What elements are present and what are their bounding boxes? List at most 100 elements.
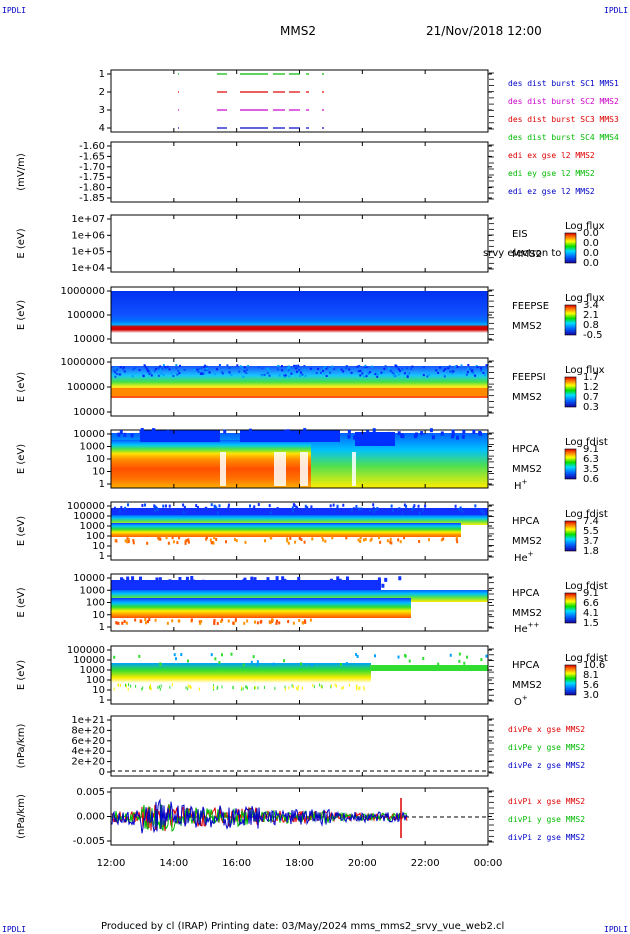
spectrum-pixel <box>277 507 280 511</box>
spectrum-pixel <box>296 686 298 690</box>
spectrum-pixel <box>348 368 351 371</box>
spectrum-pixel <box>162 364 165 367</box>
panel-4-cbar-tick: 1.2 <box>583 382 599 393</box>
spectrum-pixel <box>124 506 127 510</box>
spectrum-pixel <box>331 684 333 688</box>
panel-1-ytick-label: -1.85 <box>79 193 105 204</box>
spectrum-pixel <box>424 504 427 508</box>
spectrum-pixel <box>257 686 259 690</box>
spectrum-pixel <box>155 367 158 370</box>
spectrum-pixel <box>364 364 367 367</box>
spectrum-pixel <box>376 507 379 511</box>
spectrum-pixel <box>292 621 295 625</box>
xaxis-tick-label: 12:00 <box>97 858 126 869</box>
spectrum-pixel <box>300 662 303 666</box>
panel-7-cbar-title: Log fdist <box>565 581 608 592</box>
panel-8-ytick-label: 100000 <box>67 645 105 656</box>
spectrum-pixel <box>234 618 237 622</box>
spectrum-pixel <box>228 371 231 374</box>
spectrum-pixel <box>254 686 256 690</box>
spectrum-pixel <box>455 537 458 541</box>
spectrum-pixel <box>399 369 402 372</box>
spectrum-pixel <box>251 580 255 585</box>
spectrum-pixel <box>192 579 196 584</box>
spectrum-pixel <box>198 620 201 624</box>
spectrum-pixel <box>392 508 395 512</box>
spectrum-pixel <box>121 578 125 583</box>
spectrum-pixel <box>319 371 322 374</box>
panel-1-ytick-label: -1.65 <box>79 151 105 162</box>
panel-7-species: He++ <box>514 621 540 635</box>
spectrum-pixel <box>284 687 286 691</box>
panel-0-legend-3: des dist burst SC4 MMS4 <box>508 133 619 142</box>
panel-0-ytick-label: 3 <box>99 105 105 116</box>
spectrum-pixel <box>348 683 350 687</box>
panel-9-ytick-label: 0 <box>99 767 105 778</box>
spectrum-pixel <box>268 374 271 377</box>
spectrum-pixel <box>267 368 270 371</box>
spectrum-pixel <box>299 371 302 374</box>
spectrum-pixel <box>131 576 135 581</box>
spectrum-pixel <box>356 365 359 368</box>
panel-3-cbar-tick: 3.4 <box>583 300 599 311</box>
spectrum-pixel <box>312 683 314 687</box>
spectrum-pixel <box>127 503 130 507</box>
panel-2-cbar-title: Log flux <box>565 221 605 232</box>
spectrum-pixel <box>412 506 415 510</box>
spectrum-pixel <box>407 372 410 375</box>
spectrum-pixel <box>402 511 405 515</box>
spectrum-pixel <box>210 435 214 440</box>
spectrum-pixel <box>420 431 424 436</box>
spectrum-pixel <box>252 507 255 511</box>
panel-4-label-1: MMS2 <box>512 392 542 403</box>
spectrum-pixel <box>118 683 120 687</box>
spectrum-pixel <box>212 685 214 689</box>
spectrum-pixel <box>393 374 396 377</box>
spectrum-pixel <box>286 429 290 434</box>
panel-5-ytick-label: 1000 <box>80 442 105 453</box>
spectrum-pixel <box>283 659 286 663</box>
panel-7-ytick-label: 1000 <box>80 585 105 596</box>
spectrum-pixel <box>139 429 143 434</box>
spectrum-pixel <box>235 539 238 543</box>
spectrum-pixel <box>253 577 257 582</box>
spectrum-pixel <box>172 540 175 544</box>
spectrum-pixel <box>119 366 122 369</box>
panel-6-label-1: MMS2 <box>512 536 542 547</box>
spectrum-pixel <box>321 685 323 689</box>
spectrum-pixel <box>216 621 219 625</box>
spectrum-pixel <box>142 375 145 378</box>
spectrum-pixel <box>403 536 406 540</box>
spectrum-pixel <box>187 538 190 542</box>
spectrum-pixel <box>141 687 143 691</box>
spectrum-pixel <box>311 582 315 587</box>
spectrum-pixel <box>227 619 230 623</box>
spectrum-pixel <box>232 621 235 625</box>
spectrum-pixel <box>220 620 223 624</box>
spectrum-pixel <box>284 685 286 689</box>
spectrum-pixel <box>378 536 381 540</box>
spectrum-pixel <box>369 371 372 374</box>
panel-8-label-1: MMS2 <box>512 680 542 691</box>
panel-9-ytick-label: 8e+20 <box>71 725 105 736</box>
spectrum-pixel <box>325 367 328 370</box>
spectrum-pixel <box>471 369 474 372</box>
spectrum-pixel <box>342 370 345 373</box>
panel-8-ylabel: E (eV) <box>16 660 27 690</box>
panel-5-cbar-tick: 6.3 <box>583 454 599 465</box>
spectrum-pixel <box>210 541 213 545</box>
spectrum-pixel <box>152 431 156 436</box>
spectrum-pixel <box>196 505 199 509</box>
panel-0-legend-2: des dist burst SC3 MMS3 <box>508 115 619 124</box>
spectrum-pixel <box>401 434 405 439</box>
spectrum-pixel <box>145 621 148 625</box>
spectrum-pixel <box>342 686 344 690</box>
panel-7-ytick-label: 10000 <box>73 573 105 584</box>
spectrum-pixel <box>159 537 162 541</box>
spectrum-pixel <box>333 368 336 371</box>
spectrum-pixel <box>474 510 477 514</box>
spectrum-pixel <box>454 504 457 508</box>
spectrum-pixel <box>160 372 163 375</box>
spectrum-pixel <box>370 365 373 368</box>
spectrum-pixel <box>168 368 171 371</box>
